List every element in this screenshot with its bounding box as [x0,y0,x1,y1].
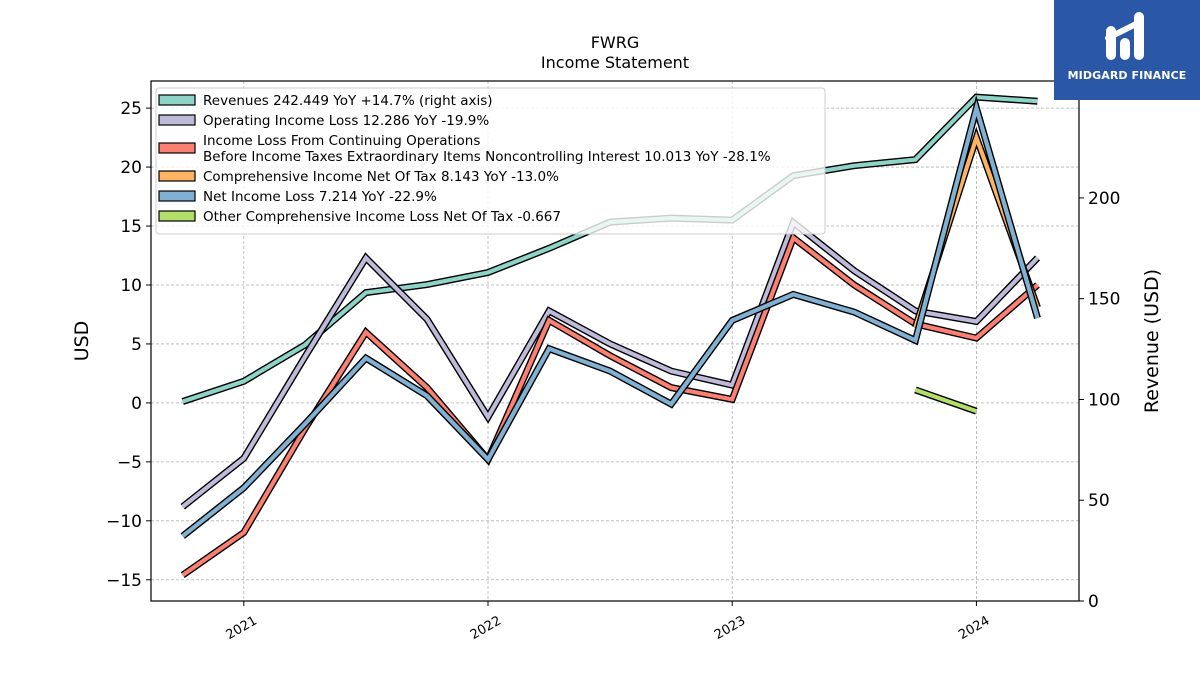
y-tick-label-left: −10 [106,512,142,532]
series-line-4 [180,94,1041,539]
legend-swatch-5 [158,210,196,222]
right-y-ticks: 0 50 100 150 200 [1079,189,1120,612]
legend-swatch-0 [158,94,196,106]
chart-title: FWRG [591,33,640,52]
legend-label-2: Before Income Taxes Extraordinary Items … [203,149,771,165]
logo-mark-icon [1105,12,1144,60]
y-tick-label-right: 100 [1088,390,1120,410]
legend-swatch-2 [158,142,196,154]
legend: Revenues 242.449 YoY +14.7% (right axis)… [155,87,826,235]
series-line-1 [180,216,1041,510]
legend-label-2: Income Loss From Continuing Operations [203,133,480,149]
y-tick-label-left: 25 [120,99,142,119]
y-tick-label-right: 150 [1088,290,1120,310]
left-y-ticks: −15 −10 −5 0 5 10 15 20 25 [106,99,151,591]
legend-label-4: Net Income Loss 7.214 YoY -22.9% [203,189,437,205]
x-tick-label: 2023 [712,613,748,643]
logo-text: MIDGARD FINANCE [1067,69,1187,82]
legend-box [155,87,826,235]
y-axis-label-right: Revenue (USD) [1141,269,1163,413]
series-line-stroke [181,234,1039,577]
legend-label-5: Other Comprehensive Income Loss Net Of T… [203,209,561,225]
y-tick-label-left: 20 [120,158,142,178]
x-tick-label: 2021 [224,613,260,643]
series-line-outline [180,216,1041,510]
y-axis-label-left: USD [71,321,93,362]
x-ticks: 2021 2022 2023 2024 [224,601,992,643]
series-line-5 [914,386,978,415]
y-tick-label-left: −15 [106,571,142,591]
legend-swatch-1 [158,114,196,126]
series-line-2 [180,232,1040,578]
chart-subtitle: Income Statement [541,53,689,72]
legend-label-0: Revenues 242.449 YoY +14.7% (right axis) [203,93,493,109]
midgard-finance-logo: MIDGARD FINANCE [1054,0,1200,100]
series-line-outline [180,232,1040,578]
legend-swatch-4 [158,190,196,202]
y-tick-label-right: 0 [1088,592,1099,612]
y-tick-label-left: 15 [120,217,142,237]
y-tick-label-left: 5 [131,335,142,355]
legend-label-3: Comprehensive Income Net Of Tax 8.143 Yo… [203,169,559,185]
series-line-stroke [181,100,1040,538]
legend-label-1: Operating Income Loss 12.286 YoY -19.9% [203,113,489,129]
plot-frame [150,80,1080,602]
series-lines [180,93,1041,578]
y-tick-label-left: 0 [131,394,142,414]
legend-swatch-3 [158,170,196,182]
series-line-stroke [914,387,978,414]
y-tick-label-left: −5 [117,453,142,473]
series-line-stroke [181,219,1040,509]
y-tick-label-right: 50 [1088,491,1110,511]
y-tick-label-right: 200 [1088,189,1120,209]
x-tick-label: 2024 [956,613,992,643]
y-tick-label-left: 10 [120,276,142,296]
x-tick-label: 2022 [468,613,504,643]
